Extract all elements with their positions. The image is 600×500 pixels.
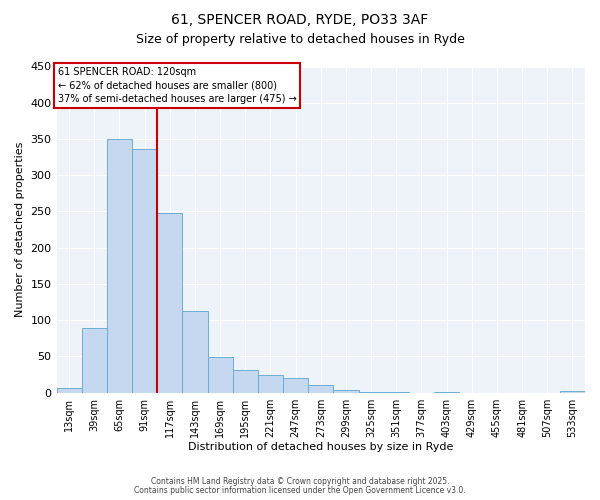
Text: 61, SPENCER ROAD, RYDE, PO33 3AF: 61, SPENCER ROAD, RYDE, PO33 3AF [172,12,428,26]
Bar [132,149,157,392]
Bar [308,386,334,392]
Bar [157,213,182,392]
Bar [182,311,208,392]
Text: Size of property relative to detached houses in Ryde: Size of property relative to detached ho… [136,32,464,46]
Text: 61 SPENCER ROAD: 120sqm
← 62% of detached houses are smaller (800)
37% of semi-d: 61 SPENCER ROAD: 120sqm ← 62% of detache… [58,67,296,104]
Y-axis label: Number of detached properties: Number of detached properties [15,142,25,318]
Bar [82,328,107,392]
Bar [258,374,283,392]
Bar [283,378,308,392]
Bar [334,390,359,392]
Bar [208,357,233,392]
X-axis label: Distribution of detached houses by size in Ryde: Distribution of detached houses by size … [188,442,454,452]
Text: Contains public sector information licensed under the Open Government Licence v3: Contains public sector information licen… [134,486,466,495]
Bar [107,139,132,392]
Bar [56,388,82,392]
Text: Contains HM Land Registry data © Crown copyright and database right 2025.: Contains HM Land Registry data © Crown c… [151,477,449,486]
Bar [233,370,258,392]
